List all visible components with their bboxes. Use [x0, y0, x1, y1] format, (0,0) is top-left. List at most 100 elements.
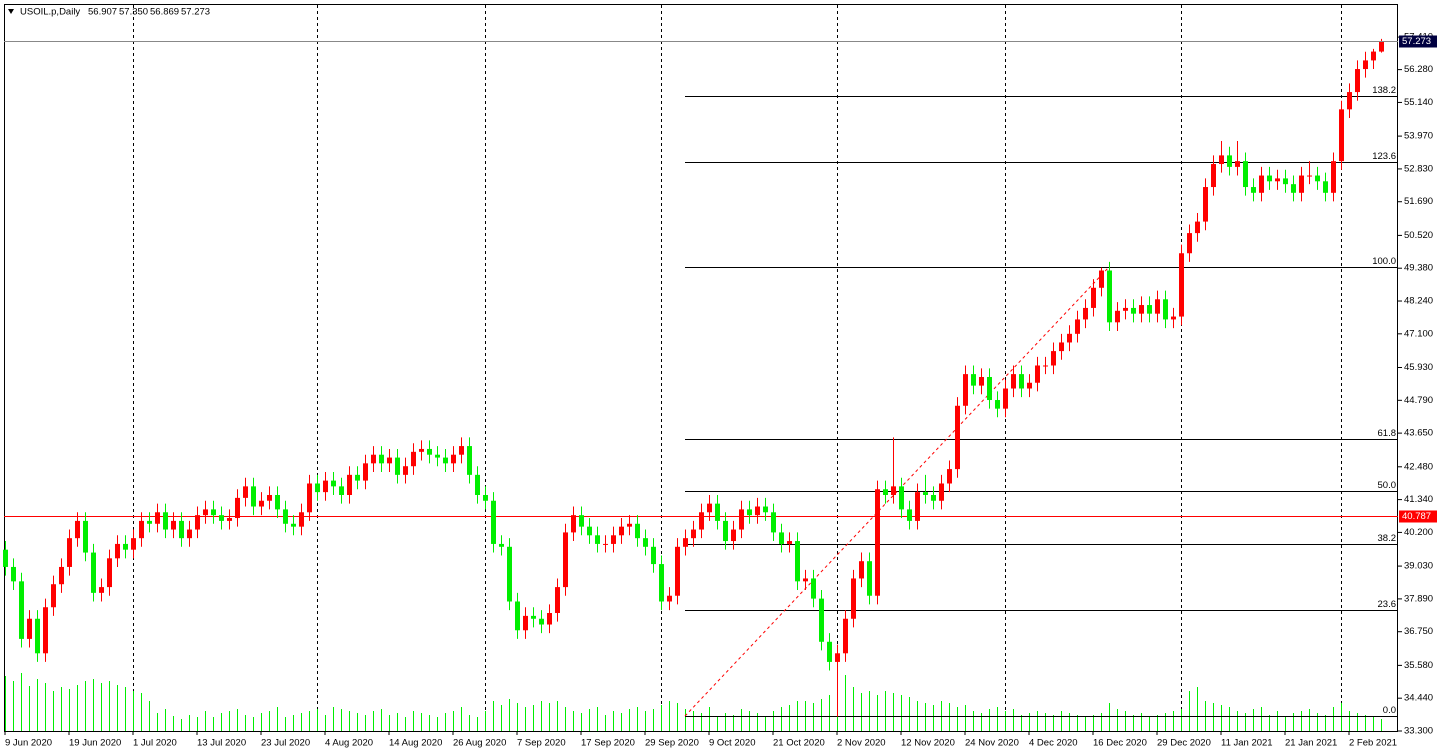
- candle-body: [779, 532, 784, 544]
- candle-body: [667, 595, 672, 602]
- candle-body: [1219, 155, 1224, 165]
- candle-body: [371, 454, 376, 464]
- fib-label: 61.8: [1378, 428, 1397, 439]
- candle-body: [139, 520, 144, 539]
- candle-body: [699, 512, 704, 530]
- header-high: 57.350: [119, 7, 148, 18]
- candle-body: [195, 515, 200, 530]
- candle-body: [1099, 270, 1104, 288]
- fib-label: 23.6: [1378, 599, 1397, 610]
- x-tick-label: 17 Sep 2020: [581, 738, 635, 749]
- candle-body: [715, 503, 720, 521]
- candle-body: [827, 641, 832, 662]
- candle-body: [995, 400, 1000, 409]
- y-tick-label: 42.480: [1404, 461, 1433, 472]
- candle-body: [683, 538, 688, 547]
- x-tick-label: 2 Feb 2021: [1349, 738, 1397, 749]
- candle-body: [1123, 307, 1128, 311]
- candle-body: [219, 515, 224, 521]
- candle-body: [843, 618, 848, 654]
- candle-body: [27, 618, 32, 639]
- candle-body: [931, 494, 936, 501]
- menu-arrow[interactable]: [8, 9, 14, 14]
- candle-body: [507, 546, 512, 602]
- candle-body: [243, 486, 248, 498]
- x-tick-label: 26 Aug 2020: [453, 738, 506, 749]
- x-tick-label: 21 Jan 2021: [1285, 738, 1337, 749]
- candle-body: [771, 512, 776, 533]
- candle-body: [867, 561, 872, 596]
- candle-body: [355, 474, 360, 481]
- fib-label: 138.2: [1372, 85, 1396, 96]
- candle-body: [1203, 187, 1208, 222]
- x-tick-label: 1 Jul 2020: [133, 738, 177, 749]
- candle-body: [1331, 161, 1336, 193]
- candle-body: [587, 526, 592, 536]
- candle-body: [963, 374, 968, 406]
- candle-body: [147, 520, 152, 524]
- candle-body: [707, 503, 712, 513]
- candle-body: [1163, 299, 1168, 320]
- x-tick-label: 14 Aug 2020: [389, 738, 442, 749]
- candle-body: [1035, 365, 1040, 383]
- y-tick-label: 40.200: [1404, 527, 1433, 538]
- candle-body: [1299, 175, 1304, 193]
- candle-body: [819, 598, 824, 642]
- candle-body: [723, 520, 728, 542]
- candle-body: [835, 653, 840, 662]
- candle-body: [267, 494, 272, 501]
- candle-body: [163, 512, 168, 530]
- header-low: 56.869: [150, 7, 179, 18]
- y-tick-label: 37.890: [1404, 593, 1433, 604]
- x-tick-label: 23 Jul 2020: [261, 738, 310, 749]
- candle-body: [11, 566, 16, 582]
- candle-body: [91, 552, 96, 593]
- y-tick-label: 50.520: [1404, 230, 1433, 241]
- candle-body: [227, 518, 232, 521]
- candle-body: [475, 474, 480, 495]
- y-tick-label: 41.340: [1404, 494, 1433, 505]
- fib-label: 50.0: [1378, 480, 1397, 491]
- candle-body: [323, 480, 328, 493]
- candle-body: [339, 486, 344, 495]
- candle-body: [3, 549, 8, 567]
- candle-body: [795, 541, 800, 582]
- candle-body: [1179, 253, 1184, 317]
- candle-body: [307, 483, 312, 513]
- candle-body: [1307, 175, 1312, 177]
- level-label: 40.787: [1402, 511, 1431, 522]
- candle-body: [547, 612, 552, 625]
- candle-body: [731, 529, 736, 542]
- candle-body: [123, 543, 128, 550]
- y-tick-label: 47.100: [1404, 328, 1433, 339]
- candle-body: [1315, 175, 1320, 182]
- last-price-box: [1399, 35, 1437, 48]
- y-tick-label: 43.650: [1404, 428, 1433, 439]
- x-tick-label: 11 Jan 2021: [1221, 738, 1273, 749]
- x-tick-label: 13 Jul 2020: [197, 738, 246, 749]
- candle-body: [299, 512, 304, 527]
- candle-body: [787, 541, 792, 544]
- header-open: 56.907: [88, 7, 117, 18]
- candle-body: [923, 492, 928, 495]
- candle-body: [971, 374, 976, 386]
- candle-body: [211, 509, 216, 516]
- x-tick-label: 9 Oct 2020: [709, 738, 755, 749]
- candle-body: [1043, 365, 1048, 367]
- candle-body: [1075, 319, 1080, 334]
- candle-body: [643, 538, 648, 547]
- level-box: [1399, 510, 1437, 523]
- candle-body: [571, 515, 576, 533]
- candle-body: [1259, 175, 1264, 193]
- candle-body: [1339, 109, 1344, 162]
- y-tick-label: 52.830: [1404, 163, 1433, 174]
- candle-body: [1379, 41, 1384, 52]
- candle-body: [763, 506, 768, 513]
- x-tick-label: 12 Nov 2020: [901, 738, 955, 749]
- y-tick-label: 33.300: [1404, 726, 1433, 737]
- candle-body: [155, 512, 160, 524]
- candle-body: [275, 494, 280, 510]
- candle-body: [427, 448, 432, 455]
- candle-body: [1235, 161, 1240, 167]
